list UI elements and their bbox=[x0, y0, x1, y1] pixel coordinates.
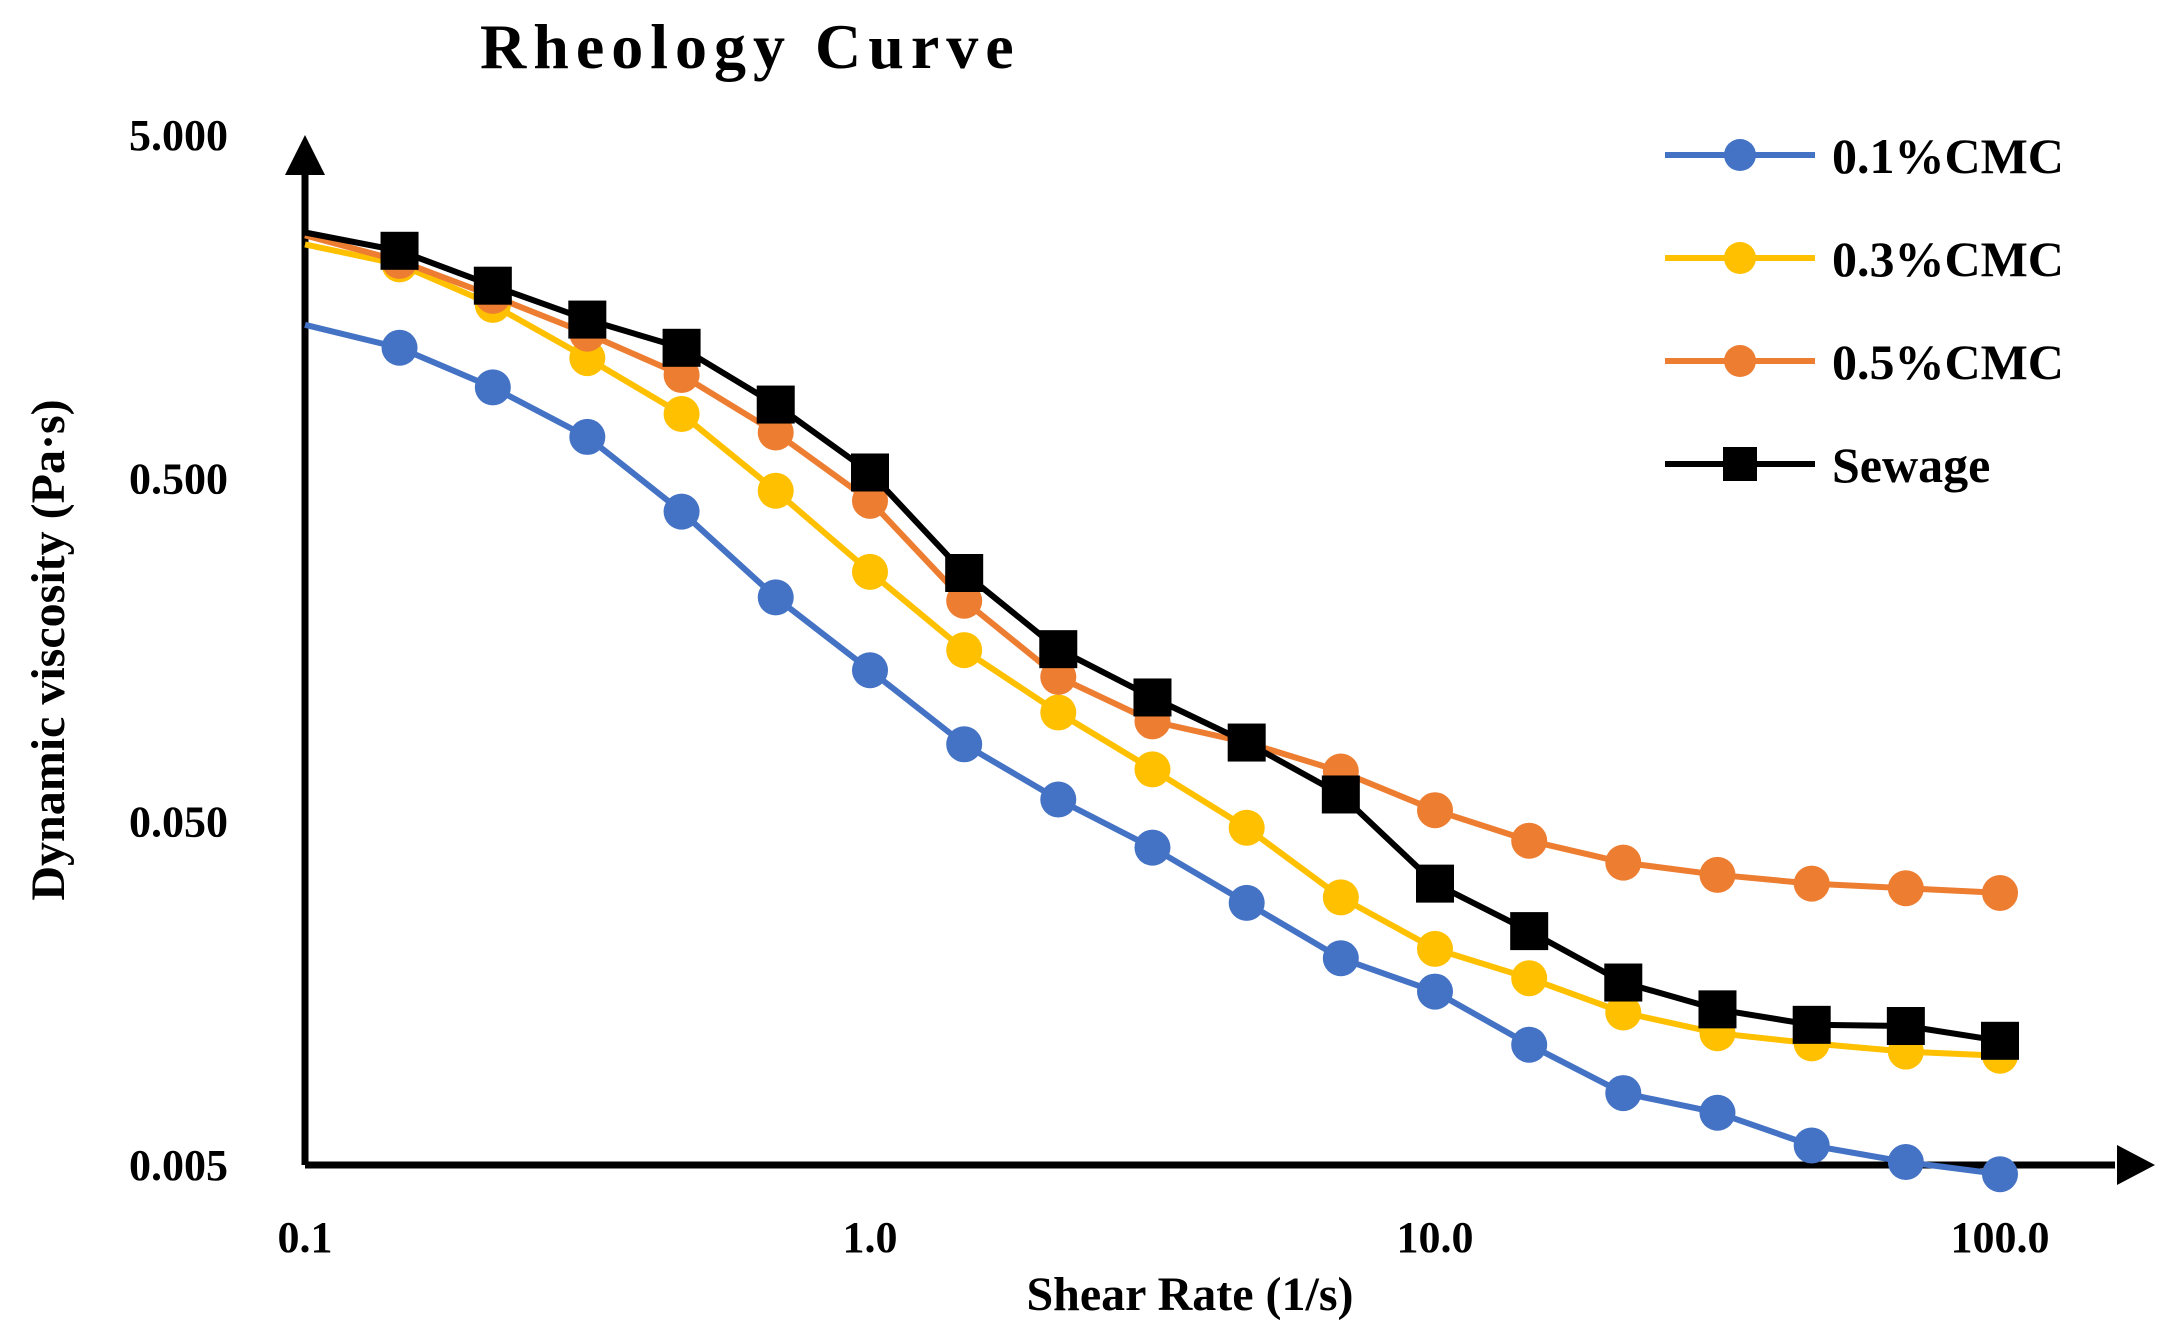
series-line bbox=[304, 232, 2001, 896]
x-tick-label: 0.1 bbox=[278, 1213, 333, 1262]
data-point bbox=[1133, 678, 1172, 717]
series-0-1-cmc bbox=[304, 321, 2018, 1193]
data-point bbox=[1227, 723, 1266, 762]
data-point bbox=[1792, 1005, 1831, 1044]
legend-label: Sewage bbox=[1832, 437, 1990, 493]
data-point bbox=[663, 493, 700, 530]
y-axis-label: Dynamic viscosity (Pa·s) bbox=[22, 399, 75, 900]
data-point bbox=[663, 395, 700, 432]
y-tick-label: 5.000 bbox=[129, 111, 228, 160]
series-layer bbox=[304, 229, 2019, 1193]
data-point bbox=[756, 385, 795, 424]
y-tick-label: 0.005 bbox=[129, 1141, 228, 1190]
data-point bbox=[1604, 963, 1643, 1002]
legend-label: 0.5%CMC bbox=[1832, 334, 2064, 390]
data-point bbox=[1981, 1021, 2019, 1060]
x-axis-arrow bbox=[2117, 1145, 2155, 1185]
legend-swatch-marker bbox=[1723, 447, 1757, 481]
series-sewage bbox=[304, 229, 2019, 1060]
data-point bbox=[1793, 1127, 1830, 1164]
legend-label: 0.1%CMC bbox=[1832, 128, 2064, 184]
data-point bbox=[1040, 694, 1077, 731]
data-point bbox=[1040, 781, 1077, 818]
data-point bbox=[380, 231, 419, 270]
legend-label: 0.3%CMC bbox=[1832, 231, 2064, 287]
data-point bbox=[1887, 1144, 1924, 1181]
data-point bbox=[757, 472, 794, 509]
data-point bbox=[1228, 809, 1265, 846]
legend-swatch-marker bbox=[1724, 345, 1756, 377]
data-point bbox=[1322, 940, 1359, 977]
data-point bbox=[1321, 775, 1360, 814]
data-point bbox=[1134, 751, 1171, 788]
data-point bbox=[381, 329, 418, 366]
data-point bbox=[1982, 1156, 2018, 1193]
data-point bbox=[1605, 844, 1642, 881]
data-point bbox=[1699, 1094, 1736, 1131]
data-point bbox=[1228, 884, 1265, 921]
legend: 0.1%CMC 0.3%CMC 0.5%CMC Sewage bbox=[1665, 128, 2064, 493]
chart-title: Rheology Curve bbox=[480, 11, 1021, 82]
axes bbox=[285, 135, 2155, 1185]
legend-swatch-marker bbox=[1724, 139, 1756, 171]
data-point bbox=[946, 632, 983, 669]
data-point bbox=[946, 726, 983, 763]
data-point bbox=[1417, 792, 1453, 829]
x-tick-label: 10.0 bbox=[1397, 1213, 1474, 1262]
data-point bbox=[1039, 630, 1078, 669]
data-point bbox=[473, 266, 512, 305]
x-tick-label: 1.0 bbox=[843, 1213, 898, 1262]
data-point bbox=[1134, 829, 1171, 866]
data-point bbox=[1417, 973, 1453, 1010]
data-point bbox=[757, 579, 794, 616]
data-point bbox=[1511, 1026, 1548, 1063]
data-point bbox=[1510, 912, 1549, 951]
data-point bbox=[1699, 856, 1736, 893]
y-tick-label: 0.050 bbox=[129, 798, 228, 847]
data-point bbox=[1982, 874, 2018, 911]
data-point bbox=[1511, 960, 1548, 997]
data-point bbox=[1605, 994, 1642, 1031]
data-point bbox=[474, 369, 511, 406]
data-point bbox=[851, 453, 889, 492]
data-point bbox=[852, 553, 888, 590]
x-tick-labels: 0.1 1.0 10.0 100.0 bbox=[278, 1213, 2050, 1262]
data-point bbox=[568, 300, 607, 339]
legend-swatch-marker bbox=[1724, 242, 1756, 274]
y-tick-label: 0.500 bbox=[129, 454, 228, 503]
data-point bbox=[569, 418, 606, 455]
y-axis-arrow bbox=[285, 135, 325, 175]
data-point bbox=[662, 328, 701, 367]
data-point bbox=[1886, 1007, 1925, 1046]
data-point bbox=[945, 553, 984, 592]
series-0-3-cmc bbox=[304, 241, 2018, 1074]
data-point bbox=[1416, 864, 1454, 903]
data-point bbox=[1417, 930, 1453, 967]
data-point bbox=[1322, 879, 1359, 916]
data-point bbox=[1698, 990, 1737, 1029]
data-point bbox=[1887, 870, 1924, 907]
data-point bbox=[1605, 1075, 1642, 1112]
data-point bbox=[1793, 865, 1830, 902]
data-point bbox=[1511, 822, 1548, 859]
y-tick-labels: 5.000 0.500 0.050 0.005 bbox=[129, 111, 228, 1190]
x-axis-label: Shear Rate (1/s) bbox=[1026, 1268, 1353, 1321]
x-tick-label: 100.0 bbox=[1951, 1213, 2050, 1262]
series-0-5-cmc bbox=[304, 232, 2018, 911]
data-point bbox=[852, 652, 888, 689]
data-point bbox=[852, 482, 888, 519]
